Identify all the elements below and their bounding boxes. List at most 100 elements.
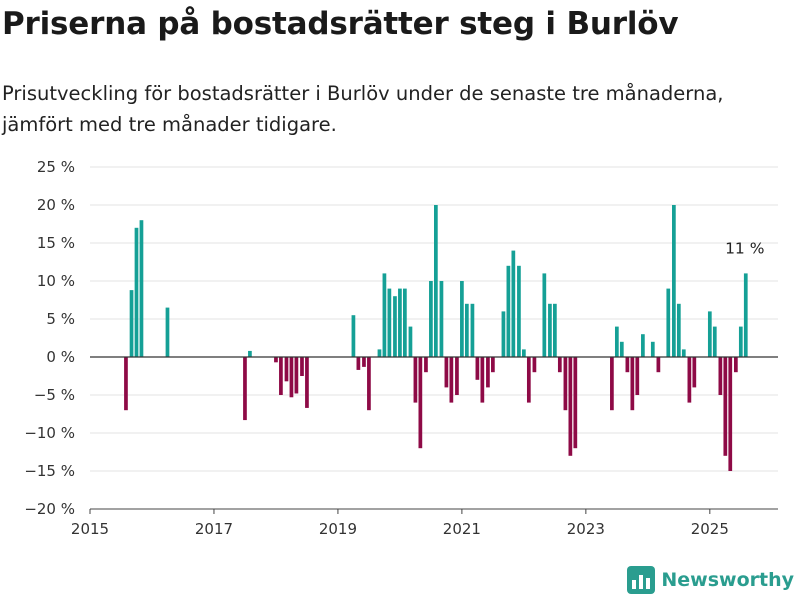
- bar: [134, 227, 139, 357]
- bar: [413, 357, 418, 403]
- bar: [687, 357, 692, 403]
- bar: [480, 357, 485, 403]
- bar: [279, 357, 283, 395]
- x-tick-label: 2017: [195, 520, 233, 538]
- bar: [408, 326, 413, 357]
- bar: [557, 357, 562, 373]
- bar: [728, 357, 733, 471]
- bar: [666, 288, 671, 357]
- bar: [625, 357, 630, 373]
- bar: [676, 303, 681, 357]
- x-tick-label: 2015: [71, 520, 109, 538]
- x-tick-label: 2025: [691, 520, 729, 538]
- newsworthy-brand: Newsworthy: [627, 566, 794, 594]
- y-tick-label: −15 %: [24, 462, 75, 480]
- x-tick-label: 2021: [443, 520, 481, 538]
- bar: [707, 311, 712, 357]
- bar: [367, 357, 371, 411]
- bar: [526, 357, 531, 403]
- y-tick-label: 25 %: [37, 158, 75, 176]
- bar: [743, 273, 748, 357]
- bar: [501, 311, 506, 357]
- bar: [641, 334, 645, 357]
- bar: [517, 265, 521, 357]
- bar: [681, 349, 686, 357]
- chart-title: Priserna på bostadsrätter steg i Burlöv: [2, 6, 679, 42]
- bar: [522, 349, 526, 357]
- bar: [455, 357, 459, 395]
- bar: [672, 205, 676, 357]
- bar: [351, 315, 356, 357]
- bar: [284, 357, 289, 382]
- bar: [294, 357, 299, 394]
- bar: [542, 273, 547, 357]
- bar: [650, 341, 655, 357]
- bar: [460, 281, 464, 357]
- x-tick-label: 2023: [567, 520, 605, 538]
- bar: [418, 357, 423, 449]
- bar: [382, 273, 387, 357]
- y-tick-label: −10 %: [24, 424, 75, 442]
- bar: [548, 303, 552, 357]
- bar: [491, 357, 495, 373]
- x-tick-label: 2019: [319, 520, 357, 538]
- bars: [124, 205, 748, 471]
- bar: [568, 357, 573, 456]
- bar: [274, 357, 278, 363]
- bar: [305, 357, 309, 408]
- y-tick-label: 0 %: [46, 348, 75, 366]
- bar: [248, 350, 252, 357]
- bar: [403, 288, 407, 357]
- last-value-annotation: 11 %: [725, 239, 764, 257]
- y-axis-ticks: −20 % −15 % −10 % −5 % 0 % 5 % 10 % 15 % 20 % 25 …: [24, 158, 75, 518]
- bar: [139, 220, 144, 357]
- y-tick-label: 20 %: [37, 196, 75, 214]
- bar: [619, 341, 624, 357]
- bar: [532, 357, 537, 373]
- bar: [243, 357, 247, 421]
- bar: [444, 357, 449, 388]
- bar: [723, 357, 728, 456]
- bar: [464, 303, 469, 357]
- bar: [738, 326, 743, 357]
- bar: [362, 357, 366, 367]
- bar: [486, 357, 490, 388]
- bar: [470, 303, 475, 357]
- x-axis-ticks: 2015 2017 2019 2021 2023 2025: [71, 509, 729, 538]
- bar: [429, 281, 433, 357]
- bar: [692, 357, 697, 388]
- bar: [635, 357, 640, 395]
- bar: [165, 307, 170, 357]
- bar: [712, 326, 717, 357]
- bar: [439, 281, 444, 357]
- bar: [449, 357, 454, 403]
- bar: [563, 357, 568, 411]
- bar: [553, 303, 557, 357]
- bar: [377, 349, 382, 357]
- y-tick-label: 15 %: [37, 234, 75, 252]
- bar: [424, 357, 428, 373]
- bar: [475, 357, 480, 380]
- bar: [129, 290, 134, 357]
- bar: [511, 250, 516, 357]
- bar: [718, 357, 723, 395]
- bar: [124, 357, 128, 411]
- bar: [393, 296, 397, 357]
- bar: [300, 357, 304, 376]
- bar: [614, 326, 619, 357]
- bar: [387, 288, 392, 357]
- y-tick-label: −5 %: [34, 386, 75, 404]
- bar: [630, 357, 635, 411]
- bar: [610, 357, 614, 411]
- bar: [506, 265, 511, 357]
- bar: [356, 357, 361, 370]
- bar: [573, 357, 578, 449]
- y-tick-label: 5 %: [46, 310, 75, 328]
- chart-subtitle: Prisutveckling för bostadsrätter i Burlö…: [2, 82, 724, 136]
- y-tick-label: 10 %: [37, 272, 75, 290]
- newsworthy-logo-icon: [627, 566, 656, 594]
- brand-name: Newsworthy: [661, 569, 794, 591]
- bar: [434, 205, 438, 357]
- bar: [398, 288, 402, 357]
